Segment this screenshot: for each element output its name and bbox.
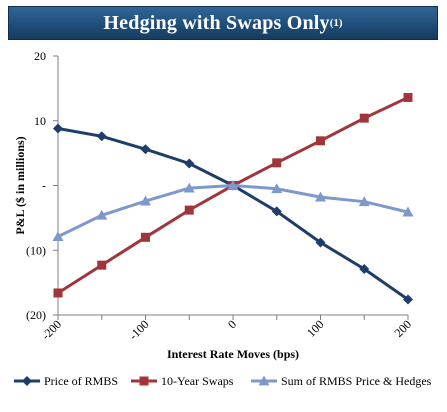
footnote-marker: (1)	[329, 17, 343, 29]
data-point	[53, 123, 63, 134]
data-point	[359, 264, 370, 275]
series-layer	[52, 92, 414, 305]
chart-title-bar: Hedging with Swaps Only (1)	[8, 6, 438, 40]
legend-marker	[258, 375, 270, 386]
legend-label: Sum of RMBS Price & Hedges	[281, 374, 432, 388]
data-point	[140, 195, 151, 206]
legend-item-2: Sum of RMBS Price & Hedges	[251, 374, 432, 388]
data-point	[140, 144, 151, 155]
y-tick-label: (10)	[26, 243, 46, 257]
data-point	[227, 180, 239, 190]
legend-marker	[139, 376, 149, 386]
data-point	[52, 231, 64, 242]
data-point	[184, 158, 195, 169]
data-point	[358, 196, 370, 207]
legend-item-1: 10-Year Swaps	[131, 374, 234, 388]
x-tick-label: -100	[126, 317, 151, 342]
data-point	[96, 209, 108, 220]
data-point	[403, 294, 413, 305]
data-point	[271, 183, 283, 194]
legend-label: Price of RMBS	[44, 374, 118, 388]
x-axis-title: Interest Rate Moves (bps)	[167, 347, 299, 361]
x-tick-label: 200	[391, 317, 414, 340]
x-tick-label: 100	[304, 317, 327, 340]
data-point	[183, 182, 195, 193]
data-point	[403, 92, 413, 102]
legend-label: 10-Year Swaps	[161, 374, 234, 388]
data-point	[315, 191, 326, 202]
y-tick-label: -	[42, 179, 46, 193]
data-point	[272, 158, 282, 168]
y-tick-label: 20	[34, 49, 46, 63]
data-point	[141, 232, 150, 242]
chart-title: Hedging with Swaps Only	[103, 11, 330, 34]
series-line	[57, 183, 409, 239]
data-point	[402, 206, 414, 217]
legend-marker	[22, 376, 32, 386]
y-tick-label: 10	[34, 114, 46, 128]
data-point	[271, 206, 282, 217]
x-tick-label: 0	[225, 317, 239, 331]
data-point	[97, 260, 107, 270]
data-point	[184, 205, 194, 215]
y-tick-label: (20)	[26, 308, 46, 322]
legend-item-0: Price of RMBS	[14, 374, 118, 388]
data-point	[359, 113, 369, 123]
legend: Price of RMBS 10-Year Swaps Sum of RMBS Pr…	[14, 374, 432, 388]
series-2	[52, 180, 414, 242]
data-point	[315, 237, 326, 248]
data-point	[53, 288, 63, 298]
data-point	[96, 131, 107, 142]
data-point	[316, 136, 325, 146]
y-axis-title: P&L ($ in millions)	[13, 136, 27, 234]
